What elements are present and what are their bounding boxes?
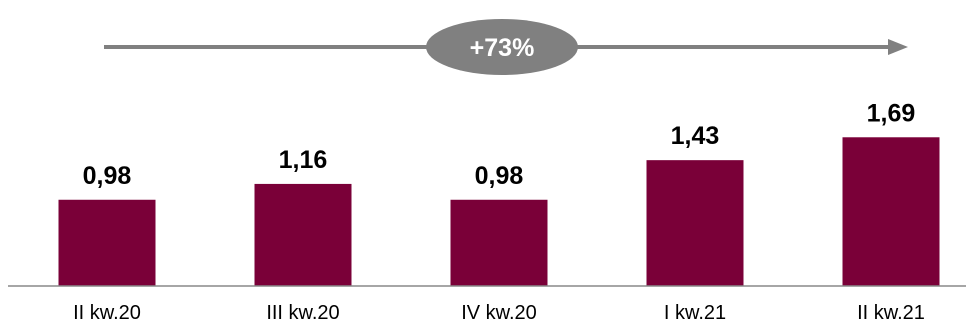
bar-5 [843,137,940,286]
bar-4 [647,160,744,286]
category-label-4: I kw.21 [664,302,726,324]
value-label-1: 0,98 [83,162,132,190]
value-label-5: 1,69 [867,99,916,127]
growth-arrow: +73% [104,19,908,75]
growth-badge-label: +73% [470,34,535,62]
category-labels: II kw.20 III kw.20 IV kw.20 I kw.21 II kw.21 [73,302,925,324]
category-label-2: III kw.20 [266,302,339,324]
value-labels: 0,98 1,16 0,98 1,43 1,69 [83,99,916,189]
value-label-4: 1,43 [671,122,720,150]
value-label-2: 1,16 [279,146,328,174]
category-label-5: II kw.21 [857,302,925,324]
category-label-1: II kw.20 [73,302,141,324]
value-label-3: 0,98 [475,162,524,190]
bar-3 [451,200,548,286]
growth-arrowhead [888,39,908,55]
category-label-3: IV kw.20 [461,302,537,324]
bar-1 [59,200,156,286]
bars [59,137,940,286]
bar-2 [255,184,352,286]
